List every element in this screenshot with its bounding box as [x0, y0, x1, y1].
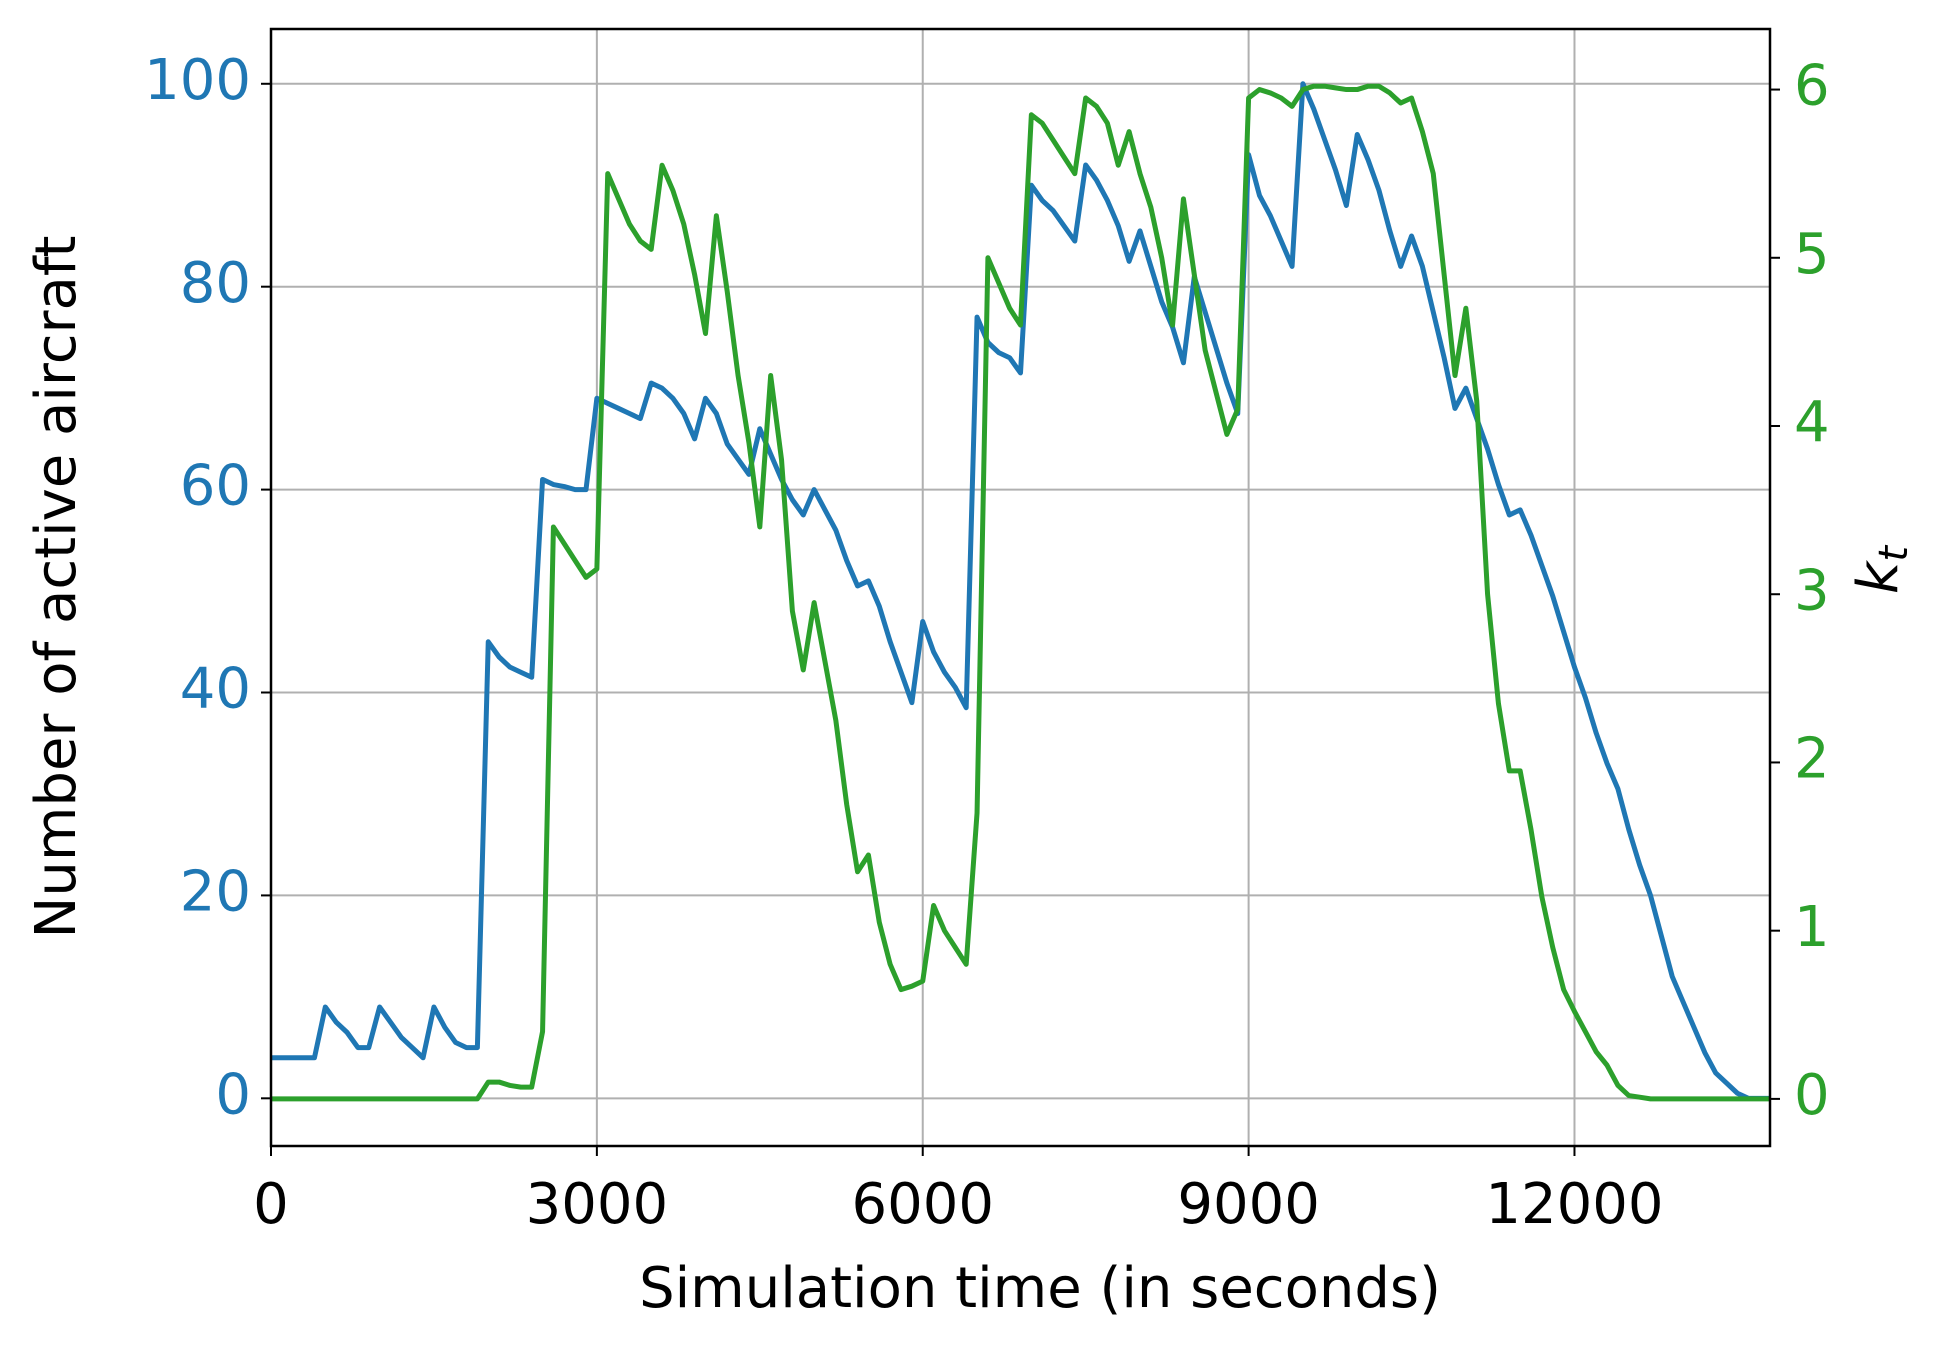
data-line	[271, 81, 1770, 1101]
x-tick-label: 12000	[1485, 1172, 1663, 1237]
y2-tick-label: 6	[1794, 54, 1830, 119]
x-tick-label: 6000	[851, 1172, 994, 1237]
y2-tick-label: 3	[1794, 558, 1830, 623]
y-tick-label: 60	[180, 454, 251, 519]
y-axis-label: Number of active aircraft	[24, 235, 89, 938]
y2-tick-label: 5	[1794, 222, 1830, 287]
x-tick-label: 3000	[526, 1172, 669, 1237]
y-tick-label: 20	[180, 860, 251, 925]
data-line	[271, 83, 1770, 1102]
x-tick-label: 9000	[1177, 1172, 1320, 1237]
y2-tick-label: 4	[1794, 390, 1830, 455]
x-axis-label: Simulation time (in seconds)	[639, 1256, 1441, 1321]
y-tick-label: 40	[180, 657, 251, 722]
y2-label-main: k	[1846, 559, 1911, 594]
plot-frame	[269, 27, 1772, 1148]
y-tick-label: 100	[144, 48, 251, 113]
y2-axis-label: kt	[1846, 545, 1917, 594]
y2-label-sub: t	[1871, 545, 1917, 562]
y-tick-label: 80	[180, 251, 251, 316]
y2-tick-label: 0	[1794, 1063, 1830, 1128]
x-tick-label: 0	[253, 1172, 289, 1237]
y2-tick-label: 2	[1794, 727, 1830, 792]
y-tick-label: 0	[215, 1062, 251, 1127]
y2-tick-label: 1	[1794, 895, 1830, 960]
